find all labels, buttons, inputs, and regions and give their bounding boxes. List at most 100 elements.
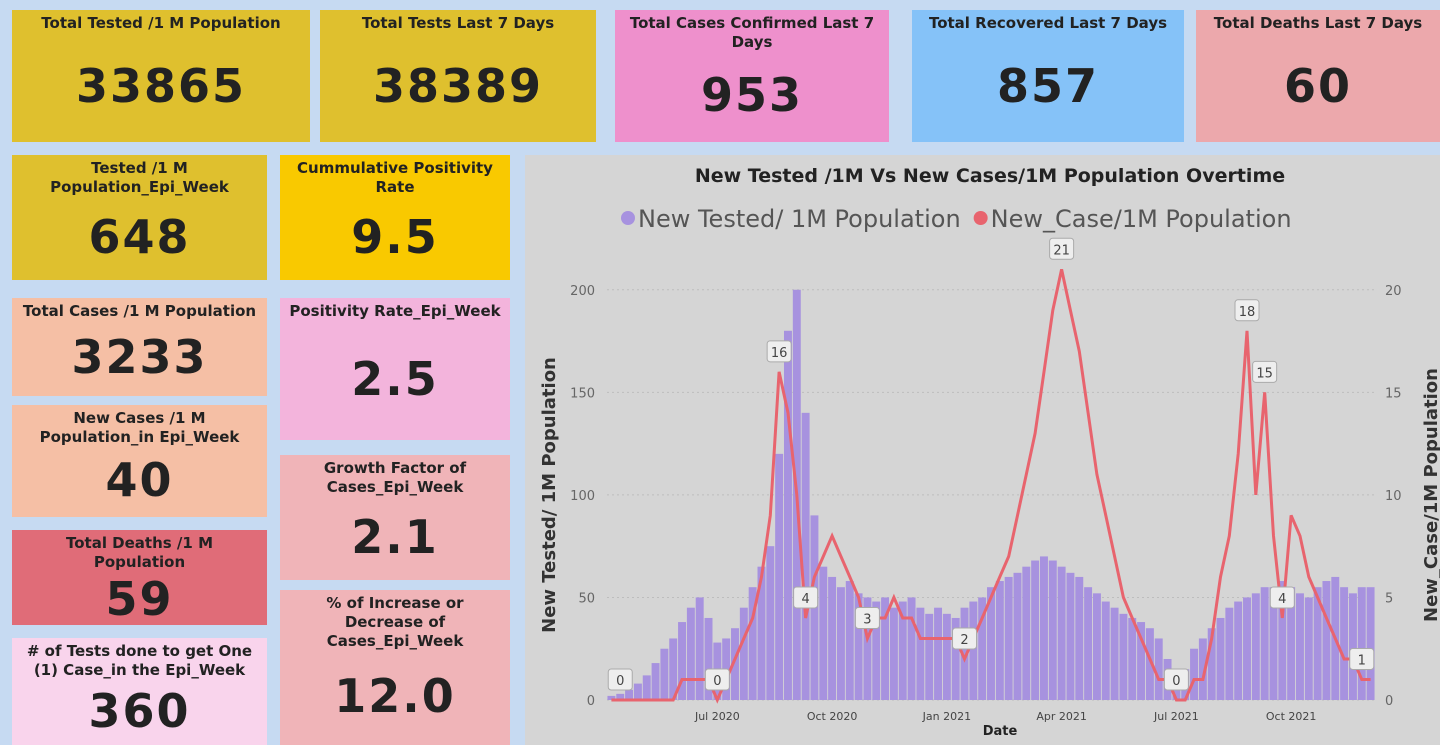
bar bbox=[1039, 556, 1048, 700]
bar bbox=[1304, 597, 1313, 700]
bar bbox=[695, 597, 704, 700]
bar bbox=[731, 628, 739, 700]
data-label-box bbox=[1252, 360, 1278, 383]
bar bbox=[1322, 581, 1331, 700]
bar bbox=[1004, 576, 1013, 700]
y2-axis-label: New_Case/1M Population bbox=[1421, 368, 1440, 622]
bar bbox=[1216, 617, 1225, 700]
card-value: 38389 bbox=[372, 58, 544, 113]
bar bbox=[669, 638, 678, 700]
legend-marker bbox=[621, 211, 635, 225]
bar bbox=[819, 566, 828, 700]
card-value: 857 bbox=[996, 58, 1100, 113]
bar bbox=[1225, 607, 1234, 700]
data-label: 1 bbox=[1358, 653, 1366, 668]
card-value: 360 bbox=[88, 683, 191, 738]
bar bbox=[783, 330, 792, 700]
card-value: 40 bbox=[105, 453, 174, 507]
bar bbox=[607, 695, 616, 700]
bar bbox=[678, 622, 687, 700]
bar bbox=[1198, 638, 1207, 700]
card-value: 9.5 bbox=[351, 209, 439, 264]
card-title: Total Tested /1 M Population bbox=[41, 14, 281, 32]
data-label: 3 bbox=[863, 612, 871, 627]
bar bbox=[1207, 628, 1216, 700]
bar bbox=[1154, 638, 1163, 700]
bar bbox=[1075, 576, 1084, 700]
bar bbox=[1101, 601, 1110, 700]
y2-tick-label: 5 bbox=[1385, 591, 1393, 606]
data-label-box bbox=[793, 586, 819, 609]
bar bbox=[1110, 607, 1119, 700]
bar bbox=[1357, 587, 1366, 700]
bar bbox=[1190, 648, 1199, 700]
kpi-card: Tested /1 M Population_Epi_Week 648 bbox=[12, 155, 267, 280]
bar bbox=[960, 607, 969, 700]
bar bbox=[881, 597, 890, 700]
y-tick-label: 50 bbox=[578, 591, 595, 606]
kpi-card: Total Deaths /1 M Population 59 bbox=[12, 530, 267, 626]
data-label-box bbox=[1234, 299, 1260, 322]
x-axis-label: Date bbox=[983, 724, 1018, 739]
line bbox=[611, 268, 1371, 704]
card-title: Tested /1 M Population_Epi_Week bbox=[50, 159, 229, 196]
data-label-box bbox=[1163, 668, 1189, 691]
data-label-box bbox=[952, 627, 978, 650]
card-value: 33865 bbox=[75, 58, 247, 113]
kpi-card: Total Cases Confirmed Last 7 Days 953 bbox=[615, 10, 889, 142]
bar bbox=[854, 593, 863, 700]
x-tick-label: Oct 2021 bbox=[1266, 710, 1317, 723]
card-value: 59 bbox=[105, 572, 174, 626]
data-label-box bbox=[1049, 237, 1075, 260]
data-label: 0 bbox=[713, 674, 721, 689]
bar bbox=[1066, 572, 1075, 700]
bar bbox=[995, 581, 1004, 700]
card-value: 648 bbox=[88, 209, 191, 264]
bar bbox=[757, 566, 766, 700]
bar bbox=[766, 546, 775, 700]
data-label: 18 bbox=[1239, 305, 1256, 320]
card-title: Total Deaths Last 7 Days bbox=[1213, 14, 1423, 32]
bar bbox=[1251, 593, 1260, 700]
legend-label: New_Case/1M Population bbox=[991, 205, 1292, 233]
bar bbox=[1172, 683, 1181, 700]
data-label-box bbox=[766, 340, 792, 363]
bar bbox=[942, 613, 951, 700]
bar bbox=[739, 607, 748, 700]
card-value: 3233 bbox=[71, 329, 208, 384]
bar bbox=[1234, 601, 1243, 700]
y-tick-label: 150 bbox=[570, 386, 595, 401]
card-title: Cummulative Positivity Rate bbox=[297, 159, 493, 196]
bar bbox=[1260, 587, 1269, 700]
card-title: Positivity Rate_Epi_Week bbox=[289, 302, 501, 320]
card-value: 2.5 bbox=[351, 351, 439, 406]
card-value: 953 bbox=[700, 68, 804, 122]
y2-tick-label: 15 bbox=[1385, 386, 1402, 401]
kpi-card: # of Tests done to get One (1) Case_in t… bbox=[12, 638, 267, 745]
x-tick-label: Jan 2021 bbox=[922, 710, 971, 723]
bar bbox=[828, 576, 837, 700]
bar bbox=[916, 607, 925, 700]
bar bbox=[951, 617, 960, 700]
bar bbox=[1269, 587, 1278, 700]
bar bbox=[1313, 587, 1322, 700]
bar bbox=[704, 617, 713, 700]
y2-tick-label: 20 bbox=[1385, 284, 1402, 299]
bar bbox=[1348, 593, 1357, 700]
data-label: 15 bbox=[1256, 366, 1273, 381]
card-title: Total Cases /1 M Population bbox=[22, 302, 257, 320]
bar bbox=[907, 597, 916, 700]
kpi-card: % of Increase or Decrease of Cases_Epi_W… bbox=[280, 590, 510, 745]
data-label: 0 bbox=[1172, 674, 1180, 689]
data-label-box bbox=[1269, 586, 1295, 609]
bar bbox=[889, 607, 898, 700]
bar bbox=[801, 412, 810, 700]
y2-tick-label: 10 bbox=[1385, 489, 1402, 504]
kpi-card: New Cases /1 M Population_in Epi_Week 40 bbox=[12, 405, 267, 517]
data-label-box bbox=[704, 668, 730, 691]
bar bbox=[1340, 587, 1349, 700]
bar bbox=[1243, 597, 1251, 700]
bar bbox=[872, 601, 881, 700]
data-label: 4 bbox=[801, 592, 809, 607]
